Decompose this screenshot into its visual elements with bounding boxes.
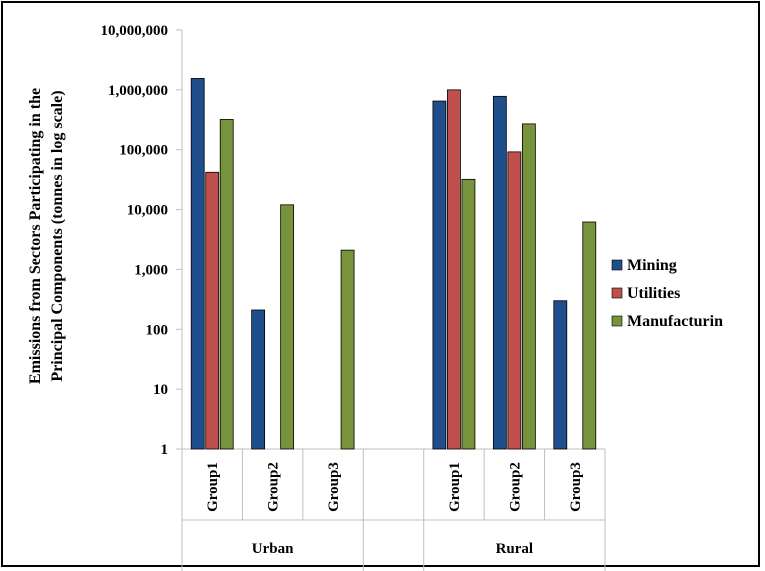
y-tick-label: 1,000 (134, 262, 168, 278)
y-tick-label: 1 (161, 442, 169, 458)
group-label: Urban (252, 541, 294, 557)
bar-mining (553, 300, 568, 450)
x-tick-labels: Group1 Group2 Group3 Group1 Group2 Group3 Urba… (205, 462, 584, 557)
y-axis-label-line1: Emissions from Sectors Participating in … (27, 88, 44, 384)
bar-manufacturin (340, 249, 355, 450)
legend-swatch (611, 287, 623, 299)
y-tick-label: 10,000,000 (101, 23, 169, 39)
legend-label: Manufacturin (627, 313, 723, 330)
axes (176, 29, 606, 571)
y-axis-label-line2: Principal Components (tonnes in log scal… (49, 90, 66, 381)
legend: Mining Utilities Manufacturin (611, 257, 723, 330)
bar-utilities (507, 151, 522, 450)
bar-manufacturin (582, 221, 597, 450)
legend-label: Utilities (627, 285, 680, 302)
y-tick-labels: 1 10 100 1,000 10,000 100,000 1,000,000 10,000,… (101, 23, 169, 458)
bar-utilities (447, 89, 461, 450)
y-tick-label: 1,000,000 (108, 83, 168, 99)
bar-mining (251, 309, 266, 450)
bar-manufacturin (521, 123, 536, 450)
bar-utilities (205, 171, 220, 450)
category-label: Group2 (266, 462, 282, 512)
legend-swatch (611, 315, 623, 327)
y-axis-label: Emissions from Sectors Participating in … (27, 88, 66, 384)
legend-label: Mining (627, 257, 677, 274)
y-tick-label: 10,000 (127, 203, 168, 219)
category-label: Group1 (447, 462, 463, 512)
category-label: Group3 (568, 462, 584, 512)
legend-swatch (611, 259, 623, 271)
bar-mining (432, 100, 447, 450)
bar-manufacturin (280, 204, 295, 450)
y-tick-label: 100 (146, 322, 169, 338)
y-tick-label: 100,000 (119, 143, 168, 159)
bar-manufacturin (461, 178, 476, 450)
category-label: Group2 (507, 462, 523, 512)
bar-manufacturin (219, 119, 234, 450)
y-tick-label: 10 (153, 382, 168, 398)
bar-mining (190, 78, 205, 450)
bars (190, 78, 597, 450)
bar-mining (492, 95, 507, 450)
group-label: Rural (496, 541, 534, 557)
category-label: Group3 (326, 462, 342, 512)
category-label: Group1 (205, 462, 221, 512)
